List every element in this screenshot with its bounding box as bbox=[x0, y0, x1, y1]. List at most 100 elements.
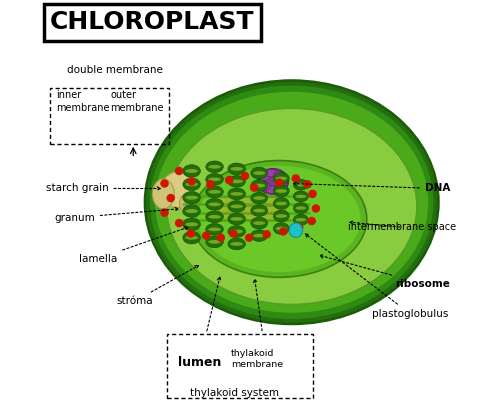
Text: ribosome: ribosome bbox=[320, 255, 450, 289]
Circle shape bbox=[167, 194, 174, 202]
Circle shape bbox=[304, 181, 311, 188]
Circle shape bbox=[312, 205, 320, 212]
Text: thylakoid system: thylakoid system bbox=[190, 388, 278, 398]
Ellipse shape bbox=[253, 196, 265, 200]
Ellipse shape bbox=[230, 230, 243, 233]
Ellipse shape bbox=[208, 228, 221, 231]
Ellipse shape bbox=[276, 227, 287, 230]
Ellipse shape bbox=[251, 205, 268, 216]
Ellipse shape bbox=[230, 242, 243, 246]
Ellipse shape bbox=[296, 183, 306, 186]
Ellipse shape bbox=[276, 202, 287, 205]
Ellipse shape bbox=[265, 169, 276, 177]
Ellipse shape bbox=[274, 185, 289, 197]
Text: stróma: stróma bbox=[116, 266, 198, 306]
Text: thylakoid
membrane: thylakoid membrane bbox=[231, 349, 283, 369]
Ellipse shape bbox=[258, 172, 270, 181]
Circle shape bbox=[202, 232, 210, 239]
Ellipse shape bbox=[208, 178, 221, 181]
Ellipse shape bbox=[208, 215, 221, 219]
Ellipse shape bbox=[276, 189, 287, 193]
Ellipse shape bbox=[183, 191, 200, 204]
Ellipse shape bbox=[230, 205, 243, 208]
Ellipse shape bbox=[146, 82, 437, 323]
Ellipse shape bbox=[208, 190, 221, 193]
Ellipse shape bbox=[251, 180, 268, 191]
Ellipse shape bbox=[180, 193, 196, 214]
Text: inner
membrane: inner membrane bbox=[56, 90, 110, 113]
Ellipse shape bbox=[208, 165, 221, 168]
Ellipse shape bbox=[296, 195, 306, 198]
Ellipse shape bbox=[208, 240, 221, 244]
Ellipse shape bbox=[259, 183, 270, 190]
Ellipse shape bbox=[228, 188, 246, 200]
Ellipse shape bbox=[253, 234, 265, 237]
Ellipse shape bbox=[251, 217, 268, 229]
Ellipse shape bbox=[296, 218, 306, 221]
Bar bbox=[166, 334, 312, 398]
Ellipse shape bbox=[183, 165, 200, 177]
FancyBboxPatch shape bbox=[218, 197, 286, 211]
Ellipse shape bbox=[275, 184, 286, 192]
Ellipse shape bbox=[274, 210, 289, 222]
Ellipse shape bbox=[166, 108, 417, 304]
Text: DNA: DNA bbox=[294, 182, 450, 193]
Text: intermembrane space: intermembrane space bbox=[348, 221, 457, 232]
Ellipse shape bbox=[192, 161, 367, 277]
Text: double membrane: double membrane bbox=[66, 65, 162, 75]
Ellipse shape bbox=[228, 238, 246, 250]
Circle shape bbox=[280, 228, 287, 235]
Circle shape bbox=[242, 173, 248, 180]
Circle shape bbox=[226, 177, 232, 184]
Ellipse shape bbox=[230, 217, 243, 221]
Ellipse shape bbox=[186, 209, 198, 213]
Circle shape bbox=[250, 184, 258, 191]
Ellipse shape bbox=[230, 180, 243, 183]
Circle shape bbox=[276, 179, 282, 186]
Ellipse shape bbox=[206, 211, 224, 223]
Ellipse shape bbox=[294, 191, 308, 202]
Ellipse shape bbox=[251, 167, 268, 179]
Ellipse shape bbox=[155, 92, 428, 313]
Circle shape bbox=[161, 180, 168, 187]
Ellipse shape bbox=[162, 172, 192, 207]
Ellipse shape bbox=[251, 230, 268, 241]
Ellipse shape bbox=[274, 223, 289, 234]
Ellipse shape bbox=[206, 161, 224, 173]
Ellipse shape bbox=[296, 206, 306, 210]
Ellipse shape bbox=[152, 179, 174, 209]
Circle shape bbox=[161, 209, 168, 216]
Circle shape bbox=[188, 178, 195, 185]
Ellipse shape bbox=[258, 168, 288, 194]
Ellipse shape bbox=[266, 186, 278, 193]
Ellipse shape bbox=[294, 179, 308, 190]
Ellipse shape bbox=[150, 85, 434, 319]
Text: CHLOROPLAST: CHLOROPLAST bbox=[50, 10, 255, 35]
Text: starch grain: starch grain bbox=[46, 183, 160, 193]
Ellipse shape bbox=[230, 192, 243, 196]
Ellipse shape bbox=[144, 79, 440, 325]
Ellipse shape bbox=[183, 231, 200, 244]
Ellipse shape bbox=[186, 182, 198, 186]
Circle shape bbox=[207, 181, 214, 188]
FancyBboxPatch shape bbox=[218, 206, 284, 221]
Ellipse shape bbox=[206, 224, 224, 235]
Ellipse shape bbox=[206, 186, 224, 198]
Circle shape bbox=[176, 219, 182, 227]
Ellipse shape bbox=[274, 171, 285, 179]
Ellipse shape bbox=[251, 192, 268, 204]
Circle shape bbox=[230, 230, 237, 237]
Ellipse shape bbox=[230, 167, 243, 171]
Ellipse shape bbox=[276, 214, 287, 218]
Circle shape bbox=[308, 218, 316, 225]
Ellipse shape bbox=[289, 223, 302, 238]
Ellipse shape bbox=[228, 201, 246, 212]
Ellipse shape bbox=[186, 196, 198, 200]
Ellipse shape bbox=[228, 226, 246, 237]
Ellipse shape bbox=[228, 163, 246, 175]
Ellipse shape bbox=[274, 173, 289, 184]
Circle shape bbox=[309, 190, 316, 198]
Text: granum: granum bbox=[54, 208, 178, 223]
Ellipse shape bbox=[276, 177, 287, 180]
Text: lamella: lamella bbox=[79, 227, 188, 264]
